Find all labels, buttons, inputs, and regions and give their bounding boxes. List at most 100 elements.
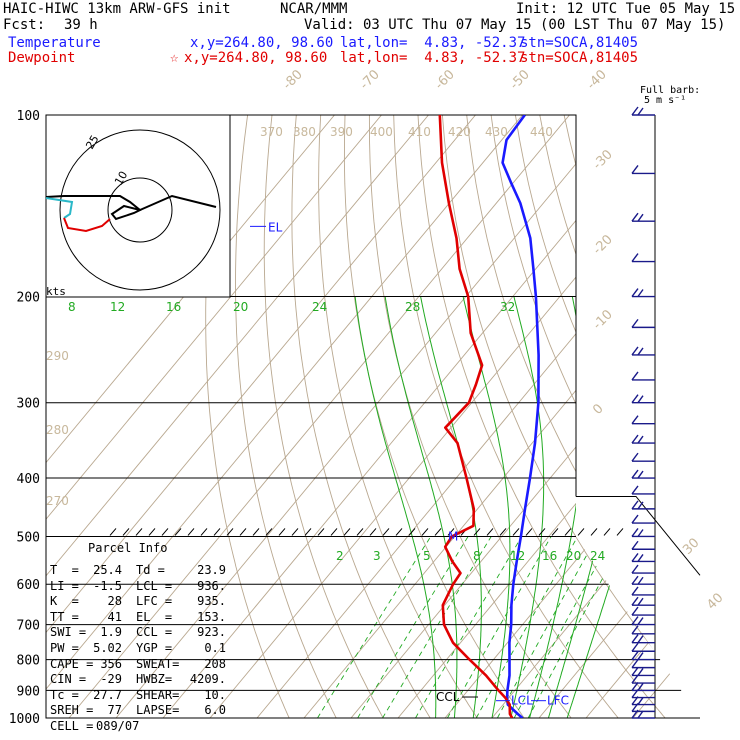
hatch-mark: [421, 528, 429, 536]
isotherm-line: [585, 115, 700, 718]
isotherm-line: [303, 115, 700, 718]
parcel-info-cell: CCL =: [136, 625, 173, 640]
wind-barb-flag: [631, 651, 639, 660]
wind-barb-flag: [637, 597, 644, 606]
parcel-info-cell: CELL =: [50, 719, 94, 733]
isotherm-line: [209, 115, 700, 718]
dry-adiabat-line: [318, 115, 478, 718]
hatch-mark: [213, 528, 221, 536]
wind-barb-flag: [637, 683, 644, 691]
wind-barb-flag: [631, 452, 639, 462]
legend-temperature: Temperature: [8, 35, 101, 51]
isotherm-label: -80: [280, 67, 306, 93]
wind-barb-flag: [631, 212, 639, 222]
moist-adiabat-line: [462, 296, 511, 718]
hatch-mark: [603, 528, 611, 536]
parcel-info-cell: 153.: [197, 609, 226, 624]
hodograph-trace-cyan: [45, 197, 74, 219]
parcel-info-title: Parcel Info: [88, 541, 168, 555]
dry-adiabat-line: [612, 115, 700, 718]
hatch-mark: [304, 528, 312, 536]
wind-barb-flag: [631, 696, 639, 705]
theta-label: 280: [46, 423, 69, 437]
wind-barb-flag: [631, 674, 639, 684]
theta-label: 410: [408, 125, 431, 139]
hatch-mark: [174, 528, 182, 536]
parcel-info-cell: 356: [100, 656, 122, 671]
theta-label: 290: [46, 349, 69, 363]
wind-barb-flag: [637, 554, 644, 562]
wind-barb-flag: [637, 668, 644, 676]
wind-barb-flag: [631, 346, 639, 356]
hatch-mark: [317, 528, 325, 536]
parcel-info-cell: 208: [204, 656, 226, 671]
parcel-info-cell: HWBZ=: [136, 672, 173, 687]
hatch-mark: [343, 528, 351, 536]
hodograph-trace: [139, 194, 217, 211]
parcel-info-cell: 28: [107, 594, 122, 609]
m-label: M: [448, 529, 458, 543]
mixing-ratio-label: 5: [423, 549, 431, 563]
parcel-info-cell: T =: [50, 563, 79, 577]
parcel-info-cell: -1.5: [93, 578, 122, 593]
wind-barb-flag: [631, 371, 639, 381]
hodograph-ring: [59, 129, 221, 291]
pressure-tick-label: 700: [17, 619, 40, 634]
parcel-info-cell: 10.: [204, 687, 226, 702]
dry-adiabat-line: [235, 115, 337, 718]
hatch-mark: [148, 528, 156, 536]
hodograph-ring: [107, 177, 173, 243]
hatch-mark: [486, 528, 494, 536]
parcel-info-cell: 923.: [197, 625, 226, 640]
wind-barb-flag: [631, 318, 639, 328]
dry-adiabat-line: [563, 115, 700, 718]
theta-label: 430: [485, 125, 508, 139]
sounding-traces: [438, 115, 540, 718]
dry-adiabat-line: [588, 115, 700, 718]
parcel-info-cell: 0.1: [204, 641, 226, 655]
parcel-info-cell: 4209.: [189, 672, 226, 687]
hatch-mark: [499, 528, 507, 536]
mixing-ratio-line: [497, 536, 598, 718]
mixing-ratio-label: 24: [590, 549, 605, 563]
parcel-info-cell: SWEAT=: [136, 656, 180, 671]
wind-barb-flag: [631, 659, 639, 669]
wind-barb-flag: [637, 652, 644, 660]
isotherm-line: [46, 115, 382, 718]
hatch-mark: [551, 528, 559, 536]
mixing-ratio-line: [382, 536, 492, 718]
org-label: NCAR/MMM: [280, 1, 348, 17]
theta-label: 370: [260, 125, 283, 139]
theta-e-label: 24: [312, 300, 327, 314]
parcel-info-cell: 936.: [197, 578, 226, 593]
legend-temperature-xy: x,y=264.80, 98.60: [190, 35, 334, 51]
mixing-ratio-label: 16: [542, 549, 557, 563]
hatch-mark: [473, 528, 481, 536]
dry-adiabat-line: [441, 115, 700, 718]
isotherm-label: 40: [704, 591, 726, 613]
isotherm-line: [538, 115, 700, 718]
theta-label: 400: [370, 125, 393, 139]
wind-barb-flag: [631, 702, 639, 712]
hatch-mark: [447, 528, 455, 536]
hatch-mark: [395, 528, 403, 536]
wind-barb-flag: [637, 470, 644, 479]
wind-barb-flag: [637, 697, 644, 705]
dry-adiabat-line: [636, 115, 700, 718]
wind-barbs: [631, 106, 656, 719]
el-label: EL: [268, 220, 283, 234]
frame-axis: [45, 115, 700, 719]
wind-barb-flag: [631, 625, 639, 635]
theta-e-label: 20: [233, 300, 248, 314]
hodograph-frame: [45, 114, 231, 298]
wind-barb-flag: [631, 394, 639, 404]
dry-adiabat-line: [710, 115, 740, 718]
hatch-mark: [161, 528, 169, 536]
dry-adiabat-line: [205, 115, 290, 718]
wind-barb-flag: [637, 435, 644, 444]
mixing-ratio-label: 2: [336, 549, 344, 563]
fcst-value: 39 h: [64, 17, 98, 33]
hatch-mark: [434, 528, 442, 536]
ccl-label: CCL: [436, 690, 460, 704]
isotherm-line: [46, 115, 476, 718]
